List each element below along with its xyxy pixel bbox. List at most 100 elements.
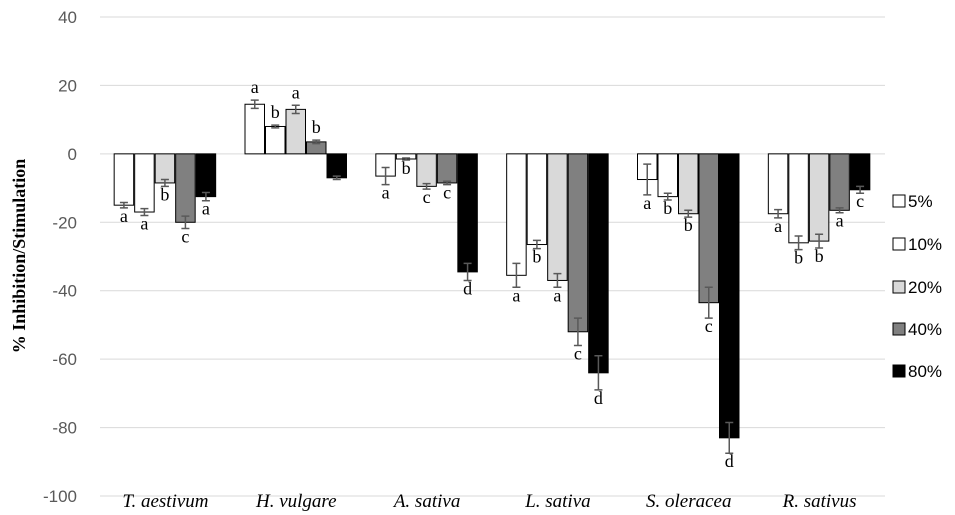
significance-letter: a [774,216,782,236]
legend-label: 10% [908,235,942,254]
bar [134,153,155,213]
bar [154,153,176,184]
error-bar [381,166,390,186]
error-bar [573,317,582,347]
error-bar [443,180,452,186]
significance-letter: b [312,117,321,137]
y-axis-ticks: 40 20 0 -20 -40 -60 -80 -100 [43,8,77,506]
error-bar [684,209,693,218]
y-tick-label: -60 [52,350,77,369]
error-bar [815,233,824,249]
error-bar [594,354,603,391]
significance-letter: b [402,158,411,178]
significance-letter: c [574,343,582,363]
error-bar [553,272,562,289]
significance-letter: b [815,246,824,266]
error-bar [774,208,783,219]
bar [285,108,306,155]
category-label: S. oleracea [646,491,731,512]
legend-swatch [892,280,906,294]
bar [244,103,265,155]
significance-letter: c [856,191,864,211]
category-label: T. aestivum [122,491,208,512]
error-bar [463,262,472,282]
error-bar [663,192,672,201]
bar [416,153,437,187]
significance-letter: a [140,213,148,233]
bar [457,153,478,273]
bar [767,153,789,215]
error-bar [402,157,411,161]
legend-swatch [892,322,906,336]
bar [698,153,719,304]
significance-letter: c [443,183,451,203]
bar [547,153,568,281]
bar [788,153,809,244]
y-axis-label: % Inhibition/Stimulation [9,159,29,354]
significance-letter: a [836,211,844,231]
legend-label: 5% [908,192,933,211]
error-bar [725,421,734,454]
error-bar [332,175,341,181]
category-label: R. sativus [782,491,857,512]
error-bar [794,235,803,251]
significance-letter: b [271,102,280,122]
bar [436,153,458,184]
error-bar [160,178,169,188]
bar [113,153,135,206]
error-bar [835,207,844,214]
gridlines [100,16,885,497]
error-bar [312,139,321,145]
significance-letter: a [553,285,561,305]
error-bar [643,163,652,196]
error-bars [119,99,865,454]
significance-letter: c [181,226,189,246]
significance-letter: b [684,215,693,235]
significance-letter: b [160,184,169,204]
error-bar [119,201,128,209]
bar [526,153,548,246]
significance-letter: a [643,193,651,213]
y-tick-label: 40 [58,8,77,27]
significance-letter: b [794,248,803,268]
bar [678,153,699,215]
significance-letter: d [594,388,603,408]
bar [588,153,609,374]
bar [265,125,286,155]
bar [849,153,871,191]
significance-letter: a [382,183,390,203]
error-bar [201,191,210,202]
x-axis-categories: T. aestivum H. vulgare A. sativa L. sativa S… [122,491,856,512]
category-label: L. sativa [524,491,590,512]
error-bar [250,99,259,110]
significance-letter: a [202,199,210,219]
category-label: A. sativa [392,491,461,512]
legend: 5% 10% 20% 40% 80% [892,192,942,381]
legend-swatch [892,237,906,251]
legend-swatch [892,364,906,378]
bar [719,153,740,439]
error-bar [181,215,190,230]
error-bar [856,185,865,194]
bar [175,153,196,223]
bar [506,153,527,276]
legend-label: 20% [908,278,942,297]
bar [567,153,589,333]
category-label: H. vulgare [255,491,337,512]
significance-letter: d [463,278,472,298]
error-bar [291,104,300,115]
y-tick-label: -40 [52,282,77,301]
bar [657,153,678,198]
significance-letter: a [292,82,300,102]
legend-label: 80% [908,362,942,381]
significance-letter: d [725,451,734,471]
error-bar [271,124,280,129]
significance-letter: b [663,198,672,218]
bar [195,153,217,198]
error-bar [704,286,713,319]
bar [829,153,850,211]
significance-letter: c [423,187,431,207]
legend-swatch [892,194,906,208]
error-bar [422,182,431,190]
